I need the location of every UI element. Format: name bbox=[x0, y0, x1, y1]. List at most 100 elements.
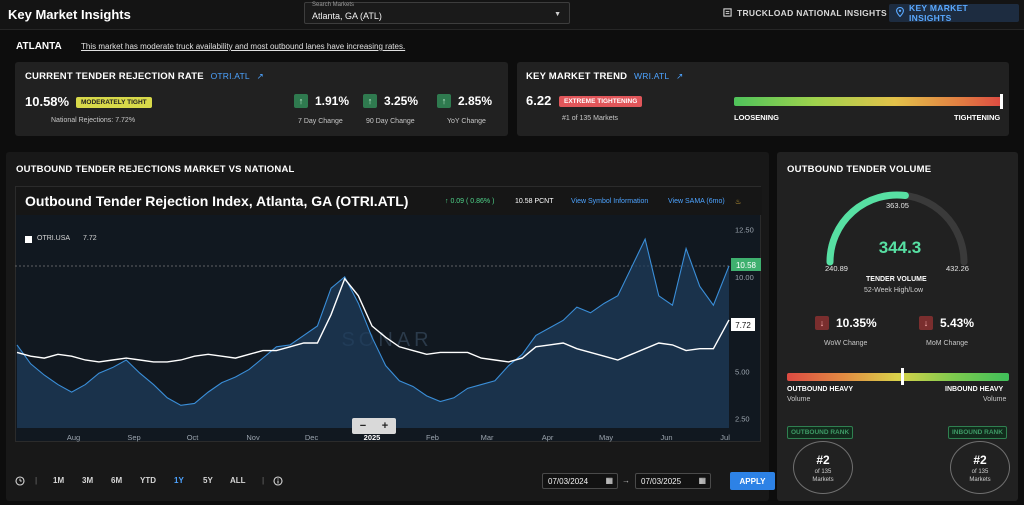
gauge-min-label: 240.89 bbox=[825, 264, 848, 273]
start-date-input[interactable]: 07/03/2024 ▦ bbox=[542, 473, 618, 489]
trend-value: 6.22 bbox=[526, 93, 552, 108]
range-ytd-button[interactable]: YTD bbox=[140, 476, 156, 485]
x-tick-label: Apr bbox=[542, 433, 554, 442]
chart-link-icon[interactable]: ↗ bbox=[676, 71, 684, 81]
tender-rejection-title: CURRENT TENDER REJECTION RATE OTRI.ATL ↗ bbox=[25, 71, 264, 82]
location-pin-icon bbox=[896, 6, 904, 19]
clock-icon[interactable] bbox=[15, 476, 25, 488]
change-yoy-label: YoY Change bbox=[447, 118, 486, 125]
x-tick-label: 2025 bbox=[364, 433, 381, 442]
gauge-high-value: 363.05 bbox=[886, 201, 909, 210]
start-date-value: 07/03/2024 bbox=[548, 477, 589, 486]
range-controls: | 1M 3M 6M YTD 1Y 5Y ALL | 07/03/2024 ▦ … bbox=[15, 472, 775, 490]
national-rejections: National Rejections: 7.72% bbox=[51, 117, 136, 124]
y-tick-label: 5.00 bbox=[735, 367, 750, 376]
range-3m-button[interactable]: 3M bbox=[82, 476, 94, 485]
x-tick-label: Nov bbox=[246, 433, 260, 442]
gauge-max-label: 432.26 bbox=[946, 264, 969, 273]
legend-series-name: OTRI.USA bbox=[37, 235, 71, 242]
range-all-button[interactable]: ALL bbox=[230, 476, 246, 485]
outbound-heavy-sub: Volume bbox=[787, 396, 811, 403]
up-arrow-icon: ↑ bbox=[437, 94, 451, 108]
x-tick-label: Mar bbox=[481, 433, 494, 442]
change-90day-label: 90 Day Change bbox=[366, 118, 415, 125]
view-sama-link[interactable]: View SAMA (6mo) bbox=[668, 198, 725, 205]
chevron-down-icon: ▼ bbox=[554, 11, 561, 18]
top-bar: Key Market Insights Search Markets Atlan… bbox=[0, 0, 1024, 30]
trend-rank: #1 of 135 Markets bbox=[562, 115, 619, 122]
range-divider: | bbox=[35, 476, 38, 485]
market-description: This market has moderate truck availabil… bbox=[81, 42, 406, 51]
up-arrow-icon: ↑ bbox=[363, 94, 377, 108]
inbound-heavy-sub: Volume bbox=[983, 396, 1007, 403]
chart-change: ↑ 0.09 ( 0.86% ) bbox=[445, 198, 495, 205]
legend-series-value: 7.72 bbox=[83, 235, 97, 242]
trend-gradient-bar bbox=[734, 97, 1002, 106]
search-value: Atlanta, GA (ATL) bbox=[312, 11, 382, 21]
volume-title: OUTBOUND TENDER VOLUME bbox=[787, 164, 932, 175]
legend-checkbox[interactable] bbox=[25, 236, 32, 243]
outbound-rank-badge: OUTBOUND RANK bbox=[787, 426, 854, 439]
atl-series-line bbox=[16, 237, 730, 406]
nav-truckload-national-insights[interactable]: TRUCKLOAD NATIONAL INSIGHTS bbox=[716, 4, 894, 22]
sama-flame-icon[interactable]: ♨ bbox=[735, 199, 742, 206]
tender-rejection-value: 10.58% bbox=[25, 94, 70, 109]
x-tick-label: Aug bbox=[67, 433, 80, 442]
x-tick-label: Oct bbox=[187, 433, 200, 442]
status-badge-tightness: MODERATELY TIGHT bbox=[76, 97, 152, 108]
outbound-rank-of: of 135 bbox=[814, 469, 832, 475]
tender-symbol-link[interactable]: OTRI.ATL bbox=[210, 71, 250, 81]
change-7day-value: 1.91% bbox=[315, 94, 350, 108]
market-name: ATLANTA bbox=[16, 41, 62, 52]
outbound-rank-markets: Markets bbox=[812, 477, 834, 483]
usa-last-value-tag bbox=[731, 318, 755, 331]
x-tick-label: Sep bbox=[127, 433, 140, 442]
status-badge-trend: EXTREME TIGHTENING bbox=[559, 96, 643, 107]
heavy-gradient-bar bbox=[787, 373, 1009, 381]
y-tick-label: 2.50 bbox=[735, 415, 750, 424]
inbound-heavy-label: INBOUND HEAVY bbox=[945, 386, 1004, 393]
end-date-value: 07/03/2025 bbox=[641, 477, 682, 486]
nav-key-market-insights[interactable]: KEY MARKET INSIGHTS bbox=[889, 3, 1019, 23]
down-arrow-icon: ↓ bbox=[815, 316, 829, 330]
x-tick-label: Feb bbox=[426, 433, 439, 442]
zoom-in-button[interactable]: + bbox=[381, 420, 389, 432]
range-5y-button[interactable]: 5Y bbox=[203, 476, 213, 485]
chart-current-value: 10.58 PCNT bbox=[515, 198, 554, 205]
info-icon[interactable] bbox=[273, 476, 283, 488]
mom-label: MoM Change bbox=[926, 340, 969, 347]
trend-left-label: LOOSENING bbox=[734, 113, 780, 122]
market-summary: ATLANTA This market has moderate truck a… bbox=[0, 34, 1024, 56]
outbound-rank-value: #2 bbox=[816, 453, 830, 467]
trend-symbol-link[interactable]: WRI.ATL bbox=[634, 71, 670, 81]
x-axis: Aug Sep Oct Nov Dec 2025 Feb Mar Apr May Jun Jul bbox=[67, 433, 730, 442]
inbound-rank-markets: Markets bbox=[969, 477, 991, 483]
trend-title: KEY MARKET TREND WRI.ATL ↗ bbox=[526, 71, 683, 82]
range-1y-button[interactable]: 1Y bbox=[174, 476, 184, 485]
end-date-input[interactable]: 07/03/2025 ▦ bbox=[635, 473, 711, 489]
trend-right-label: TIGHTENING bbox=[954, 113, 1001, 122]
mom-value: 5.43% bbox=[940, 316, 975, 330]
chart-title: Outbound Tender Rejection Index, Atlanta… bbox=[25, 193, 409, 209]
x-tick-label: May bbox=[599, 433, 613, 442]
range-6m-button[interactable]: 6M bbox=[111, 476, 123, 485]
trend-title-text: KEY MARKET TREND bbox=[526, 71, 628, 82]
market-search-select[interactable]: Search Markets Atlanta, GA (ATL) ▼ bbox=[304, 2, 570, 24]
inbound-rank-badge: INBOUND RANK bbox=[948, 426, 1007, 439]
zoom-out-button[interactable]: − bbox=[359, 420, 367, 432]
search-label: Search Markets bbox=[312, 2, 355, 8]
wow-value: 10.35% bbox=[836, 316, 877, 330]
document-icon bbox=[723, 7, 732, 19]
usa-series-line bbox=[16, 277, 730, 363]
up-arrow-icon: ↑ bbox=[294, 94, 308, 108]
volume-sublabel: 52-Week High/Low bbox=[864, 287, 924, 294]
atl-area-fill bbox=[17, 239, 729, 428]
view-symbol-info-link[interactable]: View Symbol Information bbox=[571, 198, 649, 205]
range-1m-button[interactable]: 1M bbox=[53, 476, 65, 485]
chart-link-icon[interactable]: ↗ bbox=[256, 71, 264, 81]
tender-title-text: CURRENT TENDER REJECTION RATE bbox=[25, 71, 204, 82]
apply-button[interactable]: APPLY bbox=[730, 472, 775, 490]
change-7day-label: 7 Day Change bbox=[298, 118, 343, 125]
usa-last-value-text: 7.72 bbox=[735, 321, 751, 330]
